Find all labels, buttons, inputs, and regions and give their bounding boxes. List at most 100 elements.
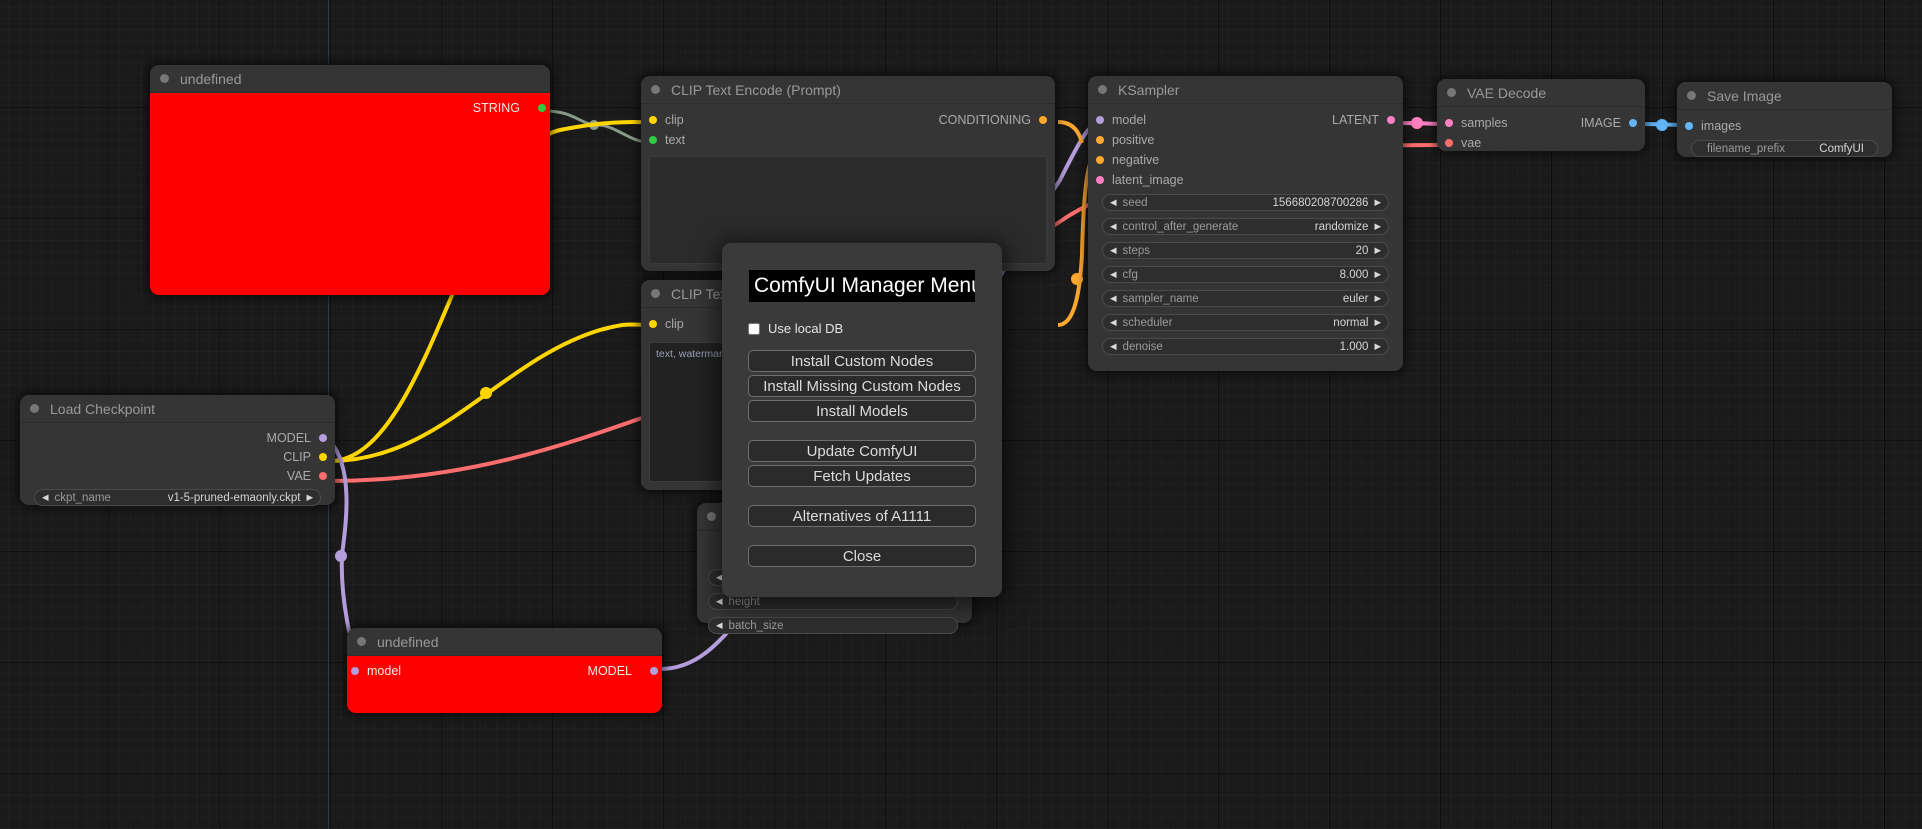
output-slot-image[interactable]: IMAGE <box>1581 116 1637 130</box>
input-slot-clip[interactable]: clip <box>649 317 684 331</box>
input-dot-icon[interactable] <box>649 136 657 144</box>
output-slot-vae[interactable]: VAE <box>287 469 327 483</box>
output-slot-clip[interactable]: CLIP <box>283 450 327 464</box>
alternatives-of-a1111-button[interactable]: Alternatives of A1111 <box>748 505 976 527</box>
output-dot-icon[interactable] <box>319 472 327 480</box>
widget-steps[interactable]: ◀ steps 20 ▶ <box>1102 242 1389 259</box>
node-undefined-string[interactable]: undefined STRING <box>150 65 550 295</box>
input-dot-icon[interactable] <box>1445 119 1453 127</box>
input-slot-clip[interactable]: clip <box>649 113 684 127</box>
widget-sampler-name[interactable]: ◀ sampler_name euler ▶ <box>1102 290 1389 307</box>
node-vae-decode[interactable]: VAE Decode samples vae IMAGE <box>1437 79 1645 151</box>
output-slot-string[interactable]: STRING <box>473 101 546 115</box>
node-ksampler[interactable]: KSampler model positive negative latent_… <box>1088 76 1403 371</box>
input-slot-images[interactable]: images <box>1685 119 1741 133</box>
input-slot-text[interactable]: text <box>649 133 685 147</box>
output-dot-icon[interactable] <box>1387 116 1395 124</box>
input-slot-latent-image[interactable]: latent_image <box>1096 173 1184 187</box>
widget-scheduler[interactable]: ◀ scheduler normal ▶ <box>1102 314 1389 331</box>
input-slot-model[interactable]: model <box>351 664 401 678</box>
update-comfyui-button[interactable]: Update ComfyUI <box>748 440 976 462</box>
input-slot-samples[interactable]: samples <box>1445 116 1508 130</box>
chevron-left-icon[interactable]: ◀ <box>1110 341 1117 352</box>
widget-filename-prefix[interactable]: filename_prefix ComfyUI <box>1691 140 1878 157</box>
install-models-button[interactable]: Install Models <box>748 400 976 422</box>
install-missing-custom-nodes-button[interactable]: Install Missing Custom Nodes <box>748 375 976 397</box>
chevron-left-icon[interactable]: ◀ <box>42 492 49 503</box>
chevron-right-icon[interactable]: ▶ <box>1374 293 1381 304</box>
output-slot-latent[interactable]: LATENT <box>1332 113 1395 127</box>
collapse-dot-icon[interactable] <box>30 404 39 413</box>
input-slot-positive[interactable]: positive <box>1096 133 1154 147</box>
widget-control-after-generate[interactable]: ◀ control_after_generate randomize ▶ <box>1102 218 1389 235</box>
collapse-dot-icon[interactable] <box>1098 85 1107 94</box>
chevron-right-icon[interactable]: ▶ <box>1374 245 1381 256</box>
chevron-right-icon[interactable]: ▶ <box>1374 221 1381 232</box>
input-dot-icon[interactable] <box>1096 156 1104 164</box>
collapse-dot-icon[interactable] <box>357 637 366 646</box>
input-dot-icon[interactable] <box>1096 116 1104 124</box>
use-local-db-row[interactable]: Use local DB <box>748 321 843 336</box>
output-dot-icon[interactable] <box>538 104 546 112</box>
chevron-left-icon[interactable]: ◀ <box>716 620 723 631</box>
collapse-dot-icon[interactable] <box>651 289 660 298</box>
output-dot-icon[interactable] <box>1039 116 1047 124</box>
node-title-bar[interactable]: CLIP Text Encode (Prompt) <box>641 76 1055 103</box>
chevron-right-icon[interactable]: ▶ <box>1374 269 1381 280</box>
widget-denoise[interactable]: ◀ denoise 1.000 ▶ <box>1102 338 1389 355</box>
chevron-right-icon[interactable]: ▶ <box>1374 317 1381 328</box>
install-custom-nodes-button[interactable]: Install Custom Nodes <box>748 350 976 372</box>
chevron-right-icon[interactable]: ▶ <box>1374 197 1381 208</box>
output-slot-model[interactable]: MODEL <box>267 431 327 445</box>
close-button[interactable]: Close <box>748 545 976 567</box>
output-dot-icon[interactable] <box>319 453 327 461</box>
chevron-left-icon[interactable]: ◀ <box>716 572 723 583</box>
input-dot-icon[interactable] <box>1445 139 1453 147</box>
chevron-left-icon[interactable]: ◀ <box>1110 317 1117 328</box>
input-dot-icon[interactable] <box>351 667 359 675</box>
chevron-left-icon[interactable]: ◀ <box>1110 245 1117 256</box>
widget-seed[interactable]: ◀ seed 156680208700286 ▶ <box>1102 194 1389 211</box>
collapse-dot-icon[interactable] <box>1687 91 1696 100</box>
input-dot-icon[interactable] <box>649 116 657 124</box>
node-title-bar[interactable]: undefined <box>150 65 550 92</box>
output-slot-model[interactable]: MODEL <box>588 664 658 678</box>
chevron-left-icon[interactable]: ◀ <box>1110 197 1117 208</box>
input-slot-vae[interactable]: vae <box>1445 136 1481 150</box>
collapse-dot-icon[interactable] <box>707 512 716 521</box>
node-save-image[interactable]: Save Image images filename_prefix ComfyU… <box>1677 82 1892 157</box>
node-title-bar[interactable]: undefined <box>347 628 662 655</box>
input-dot-icon[interactable] <box>1096 136 1104 144</box>
node-load-checkpoint[interactable]: Load Checkpoint MODEL CLIP VAE ◀ ckpt_na… <box>20 395 335 506</box>
input-dot-icon[interactable] <box>1685 122 1693 130</box>
chevron-left-icon[interactable]: ◀ <box>716 596 723 607</box>
input-slot-negative[interactable]: negative <box>1096 153 1159 167</box>
output-dot-icon[interactable] <box>650 667 658 675</box>
chevron-right-icon[interactable]: ▶ <box>306 492 313 503</box>
chevron-left-icon[interactable]: ◀ <box>1110 269 1117 280</box>
node-title-bar[interactable]: KSampler <box>1088 76 1403 103</box>
widget-cfg[interactable]: ◀ cfg 8.000 ▶ <box>1102 266 1389 283</box>
widget-ckpt-name[interactable]: ◀ ckpt_name v1-5-pruned-emaonly.ckpt ▶ <box>34 489 321 506</box>
node-clip-text-encode-positive[interactable]: CLIP Text Encode (Prompt) clip text COND… <box>641 76 1055 271</box>
output-dot-icon[interactable] <box>1629 119 1637 127</box>
chevron-right-icon[interactable]: ▶ <box>1374 341 1381 352</box>
input-dot-icon[interactable] <box>1096 176 1104 184</box>
chevron-left-icon[interactable]: ◀ <box>1110 293 1117 304</box>
node-title-bar[interactable]: Load Checkpoint <box>20 395 335 422</box>
chevron-left-icon[interactable]: ◀ <box>1110 221 1117 232</box>
input-slot-model[interactable]: model <box>1096 113 1146 127</box>
collapse-dot-icon[interactable] <box>160 74 169 83</box>
use-local-db-checkbox[interactable] <box>748 322 760 335</box>
input-dot-icon[interactable] <box>649 320 657 328</box>
node-title-bar[interactable]: Save Image <box>1677 82 1892 109</box>
node-title-bar[interactable]: VAE Decode <box>1437 79 1645 106</box>
comfyui-manager-menu-dialog[interactable]: ComfyUI Manager Menu Use local DB Instal… <box>722 243 1002 597</box>
collapse-dot-icon[interactable] <box>651 85 660 94</box>
node-undefined-model[interactable]: undefined model MODEL <box>347 628 662 713</box>
output-dot-icon[interactable] <box>319 434 327 442</box>
output-slot-conditioning[interactable]: CONDITIONING <box>939 113 1047 127</box>
widget-batch-size[interactable]: ◀ batch_size <box>708 617 958 634</box>
fetch-updates-button[interactable]: Fetch Updates <box>748 465 976 487</box>
